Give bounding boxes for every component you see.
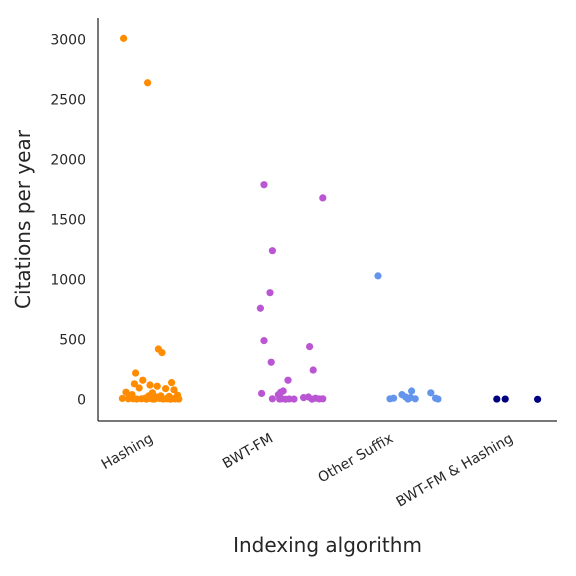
data-point-bwt-fm-17: [268, 395, 276, 403]
x-tick-label-other-suffix: Other Suffix: [315, 431, 396, 487]
y-axis-title: Citations per year: [11, 129, 35, 309]
data-point-hashing-12: [170, 386, 178, 394]
data-point-bwt-fm-hashing-1: [501, 395, 509, 403]
data-point-hashing-10: [135, 384, 143, 392]
data-point-other-suffix-8: [390, 394, 398, 402]
data-point-hashing-9: [153, 382, 161, 390]
data-point-bwt-fm-25: [319, 395, 327, 403]
data-point-bwt-fm-22: [290, 395, 298, 403]
data-point-bwt-fm-6: [306, 343, 314, 351]
x-tick-label-bwt-fm: BWT-FM: [220, 431, 276, 473]
data-point-bwt-fm-1: [319, 194, 327, 202]
data-point-bwt-fm-10: [258, 389, 266, 398]
data-point-hashing-6: [168, 379, 176, 387]
data-point-bwt-fm-8: [309, 366, 317, 374]
data-point-hashing-3: [158, 349, 166, 357]
data-point-other-suffix-0: [374, 272, 382, 280]
x-tick-label-bwt-fm-hashing: BWT-FM & Hashing: [394, 431, 516, 511]
data-point-other-suffix-9: [404, 395, 412, 403]
data-point-hashing-4: [132, 369, 140, 377]
data-point-bwt-fm-9: [284, 376, 292, 384]
data-point-other-suffix-1: [408, 387, 416, 395]
data-point-bwt-fm-hashing-2: [534, 395, 542, 403]
data-point-other-suffix-11: [434, 395, 442, 403]
data-point-bwt-fm-0: [260, 181, 268, 189]
data-point-hashing-38: [165, 392, 173, 401]
data-point-bwt-fm-5: [260, 337, 268, 345]
data-point-bwt-fm-15: [300, 394, 308, 402]
y-tick-label-3000: 3000: [50, 33, 86, 49]
data-point-other-suffix-10: [411, 395, 419, 403]
data-point-hashing-11: [162, 385, 170, 393]
data-point-bwt-fm-23: [308, 395, 316, 403]
data-point-hashing-5: [139, 376, 147, 384]
data-point-bwt-fm-3: [266, 289, 274, 297]
data-point-hashing-7: [130, 380, 138, 388]
data-point-hashing-34: [175, 395, 183, 403]
y-tick-label-0: 0: [77, 392, 86, 408]
data-point-hashing-39: [145, 392, 153, 400]
data-point-bwt-fm-7: [267, 358, 275, 366]
x-axis-title: Indexing algorithm: [233, 533, 422, 557]
y-tick-label-2500: 2500: [50, 93, 86, 109]
data-point-hashing-37: [152, 393, 160, 401]
data-point-other-suffix-2: [427, 389, 435, 397]
x-tick-label-hashing: Hashing: [99, 431, 156, 473]
data-point-hashing-8: [146, 381, 154, 389]
data-point-bwt-fm-4: [256, 304, 264, 312]
y-tick-label-2000: 2000: [50, 153, 86, 169]
y-tick-label-1000: 1000: [50, 272, 86, 288]
data-point-hashing-0: [120, 34, 128, 42]
y-tick-label-1500: 1500: [50, 213, 86, 229]
data-point-hashing-1: [144, 79, 152, 87]
data-point-bwt-fm-2: [268, 247, 276, 255]
y-tick-labels: 0 500 1000 1500 2000 2500 3000: [50, 33, 86, 409]
data-point-hashing-20: [118, 394, 126, 403]
y-tick-label-500: 500: [59, 332, 86, 348]
data-points: [118, 34, 542, 403]
data-point-bwt-fm-hashing-0: [493, 395, 501, 403]
